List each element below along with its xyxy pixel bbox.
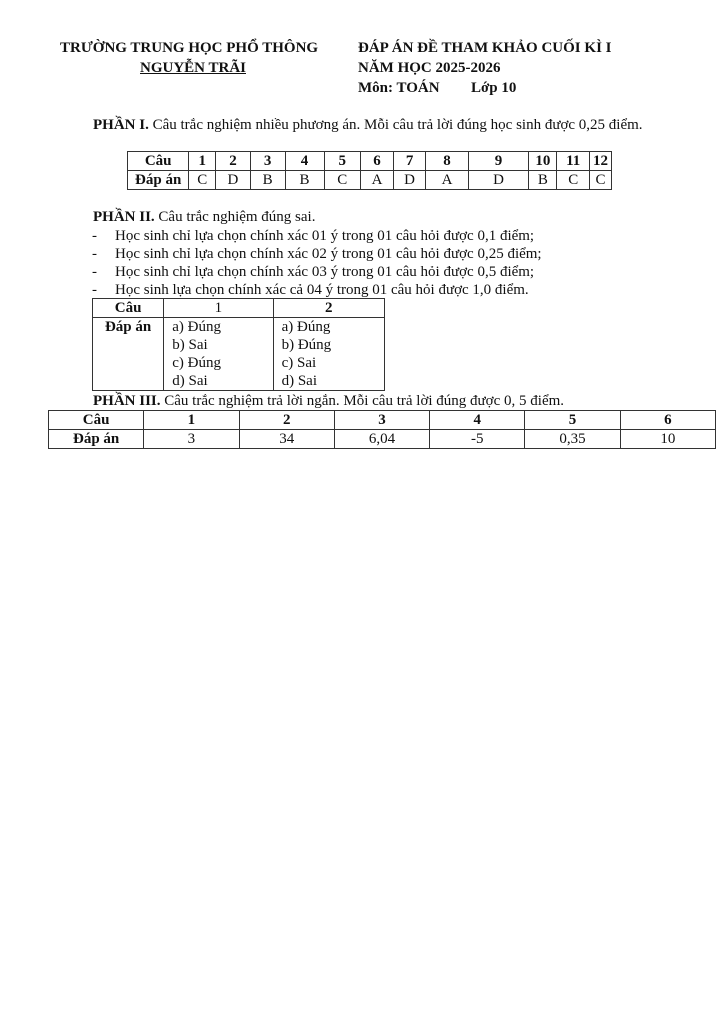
answer-cell: 0,35: [524, 429, 621, 449]
answer-cell: -5: [429, 429, 526, 449]
answer-cell: C: [188, 170, 217, 190]
statement-answer: c) Sai: [281, 355, 317, 371]
question-number: 7: [393, 151, 427, 171]
row-label-question: Câu: [126, 151, 190, 171]
school-year: NĂM HỌC 2025-2026: [358, 60, 501, 76]
part1-table: Câu 1 2 3 4 5 6 7 8 9 10 11 12 Đáp án C D B B C A D A D B C C: [126, 151, 612, 190]
part3-table: Câu 1 2 3 4 5 6 Đáp án 3 34 6,04 -5 0,35 10: [47, 410, 717, 449]
rule-text: Học sinh chỉ lựa chọn chính xác 03 ý tro…: [115, 264, 535, 280]
answer-cell: C: [556, 170, 590, 190]
rule-text: Học sinh lựa chọn chính xác cả 04 ý tron…: [115, 282, 529, 298]
answer-cell: 34: [238, 429, 335, 449]
answer-row: Đáp án a) Đúng b) Sai c) Đúng d) Sai a) Đúng b…: [91, 317, 386, 391]
question-row: Câu 1 2 3 4 5 6 7 8 9 10 11 12: [126, 151, 612, 171]
question-number: 2: [215, 151, 251, 171]
question-number: 3: [249, 151, 286, 171]
answer-row: Đáp án C D B B C A D A D B C C: [126, 170, 612, 190]
answer-cell: B: [249, 170, 286, 190]
answer-cell: A: [425, 170, 469, 190]
bullet-dash: -: [92, 228, 97, 244]
part2-intro: PHẦN II. Câu trắc nghiệm đúng sai.: [93, 208, 315, 226]
question-number: 4: [284, 151, 325, 171]
rule-item: - Học sinh chỉ lựa chọn chính xác 01 ý tr…: [92, 227, 534, 245]
rule-item: - Học sinh chỉ lựa chọn chính xác 03 ý tr…: [92, 263, 534, 281]
answer-cell: B: [284, 170, 325, 190]
part3-intro: PHẦN III. Câu trắc nghiệm trả lời ngắn. …: [93, 392, 564, 410]
question-number: 10: [528, 151, 558, 171]
question-number: 4: [429, 410, 526, 430]
statement-answer: a) Đúng: [172, 319, 221, 335]
answer-cell: 3: [143, 429, 240, 449]
statement-answer: a) Đúng: [281, 319, 331, 335]
doc-title: ĐÁP ÁN ĐỀ THAM KHẢO CUỐI KÌ I: [358, 40, 612, 56]
question-number: 6: [619, 410, 717, 430]
question-number: 11: [556, 151, 590, 171]
statement-answer: c) Đúng: [172, 355, 221, 371]
answer-row: Đáp án 3 34 6,04 -5 0,35 10: [47, 429, 717, 449]
question-number: 1: [163, 298, 274, 318]
bullet-dash: -: [92, 246, 97, 262]
school-name: TRƯỜNG TRUNG HỌC PHỔ THÔNG: [60, 40, 319, 56]
question-number: 6: [360, 151, 395, 171]
part1-heading: PHẦN I.: [93, 117, 149, 133]
subject: Môn: TOÁN: [358, 80, 440, 96]
question-number: 3: [333, 410, 431, 430]
statement-answer: d) Sai: [281, 373, 318, 389]
answer-cell: C: [323, 170, 362, 190]
bullet-dash: -: [92, 282, 97, 298]
answer-cell: D: [467, 170, 530, 190]
answer-cell: B: [528, 170, 558, 190]
answer-cell: C: [589, 170, 612, 190]
part3-text: Câu trắc nghiệm trả lời ngắn. Mỗi câu tr…: [160, 393, 565, 409]
row-label-question: Câu: [47, 410, 145, 430]
bullet-dash: -: [92, 264, 97, 280]
answer-cell: 10: [619, 429, 717, 449]
row-label-question: Câu: [91, 298, 165, 318]
part1-intro: PHẦN I. Câu trắc nghiệm nhiều phương án.…: [93, 116, 643, 134]
statement-answer: b) Đúng: [281, 337, 332, 353]
answer-cell: D: [215, 170, 251, 190]
part3-heading: PHẦN III.: [93, 393, 161, 409]
question-number: 8: [425, 151, 469, 171]
row-label-answer: Đáp án: [91, 317, 165, 391]
answer-cell: 6,04: [333, 429, 431, 449]
question-number: 5: [323, 151, 362, 171]
part1-text: Câu trắc nghiệm nhiều phương án. Mỗi câu…: [148, 117, 643, 133]
school-name-line2: NGUYỄN TRÃI: [140, 60, 246, 76]
question-number: 1: [143, 410, 240, 430]
question-number: 5: [524, 410, 621, 430]
grade: Lớp 10: [471, 80, 517, 96]
answer-cell: D: [393, 170, 427, 190]
question-number: 12: [589, 151, 612, 171]
question-row: Câu 1 2: [91, 298, 386, 318]
answer-cell: A: [360, 170, 395, 190]
question-number: 2: [238, 410, 335, 430]
part2-heading: PHẦN II.: [93, 209, 155, 225]
question-number: 9: [467, 151, 530, 171]
question-number: 2: [272, 298, 386, 318]
statement-answer: d) Sai: [172, 373, 208, 389]
answer-cell: a) Đúng b) Đúng c) Sai d) Sai: [272, 317, 386, 391]
row-label-answer: Đáp án: [126, 170, 190, 190]
question-row: Câu 1 2 3 4 5 6: [47, 410, 717, 430]
answer-cell: a) Đúng b) Sai c) Đúng d) Sai: [163, 317, 274, 391]
rule-text: Học sinh chỉ lựa chọn chính xác 01 ý tro…: [115, 228, 535, 244]
part2-text: Câu trắc nghiệm đúng sai.: [154, 209, 316, 225]
rule-text: Học sinh chỉ lựa chọn chính xác 02 ý tro…: [115, 246, 542, 262]
part2-table: Câu 1 2 Đáp án a) Đúng b) Sai c) Đúng d) Sai a) …: [91, 298, 386, 391]
row-label-answer: Đáp án: [47, 429, 145, 449]
statement-answer: b) Sai: [172, 337, 208, 353]
rule-item: - Học sinh lựa chọn chính xác cả 04 ý tro…: [92, 281, 529, 299]
question-number: 1: [188, 151, 217, 171]
rule-item: - Học sinh chỉ lựa chọn chính xác 02 ý tr…: [92, 245, 542, 263]
